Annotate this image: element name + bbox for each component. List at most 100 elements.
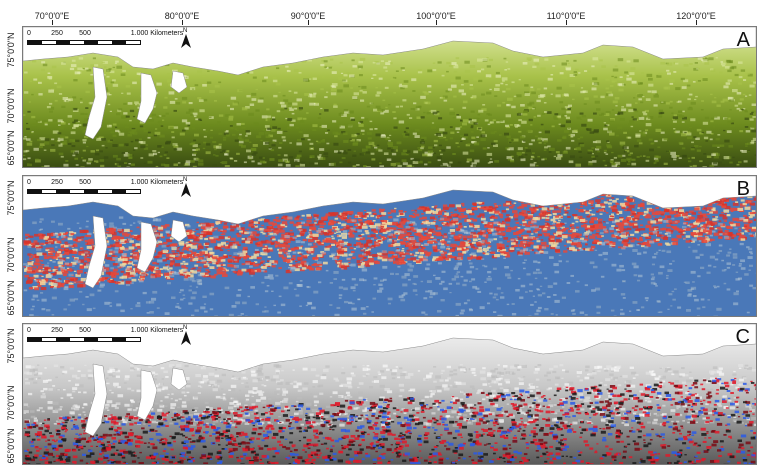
map-pixel — [661, 102, 663, 103]
map-pixel — [741, 109, 744, 110]
map-pixel — [435, 205, 438, 207]
map-pixel — [353, 65, 357, 67]
map-pixel — [751, 130, 756, 133]
map-pixel — [504, 133, 509, 136]
map-pixel — [706, 232, 709, 234]
map-pixel — [309, 103, 314, 106]
map-pixel — [496, 75, 501, 78]
map-pixel — [428, 150, 433, 153]
map-pixel — [456, 142, 459, 144]
map-pixel — [29, 258, 33, 260]
map-pixel — [194, 238, 200, 241]
map-pixel — [171, 131, 174, 133]
map-pixel — [204, 272, 208, 274]
map-pixel — [654, 155, 658, 157]
map-pixel — [612, 209, 618, 212]
map-panel-a: 0 250 500 1.000 Kilometers N A — [22, 26, 757, 168]
map-pixel — [630, 215, 633, 217]
map-pixel — [77, 68, 82, 71]
map-pixel — [506, 104, 510, 106]
map-pixel — [552, 210, 557, 213]
map-pixel — [646, 160, 650, 162]
map-pixel — [610, 230, 614, 232]
map-pixel — [94, 64, 98, 66]
map-pixel — [73, 125, 78, 128]
map-pixel — [724, 220, 727, 222]
map-pixel — [297, 155, 302, 158]
map-pixel — [340, 62, 343, 64]
map-pixel — [524, 252, 530, 255]
map-pixel — [198, 246, 204, 249]
map-pixel — [106, 69, 111, 72]
map-pixel — [341, 247, 344, 249]
map-pixel — [250, 242, 252, 243]
map-pixel — [280, 109, 284, 111]
map-pixel — [214, 100, 217, 102]
map-pixel — [347, 72, 351, 74]
map-pixel — [27, 143, 33, 146]
map-pixel — [291, 259, 294, 261]
map-pixel — [158, 252, 163, 255]
map-pixel — [673, 239, 678, 242]
map-pixel — [648, 84, 653, 87]
map-pixel — [322, 76, 325, 78]
map-pixel — [38, 233, 42, 235]
map-pixel — [65, 160, 68, 162]
map-pixel — [525, 124, 529, 126]
map-pixel — [391, 149, 396, 152]
map-pixel — [31, 116, 35, 118]
map-pixel — [152, 150, 156, 152]
map-pixel — [711, 118, 714, 119]
map-pixel — [541, 124, 544, 126]
map-pixel — [432, 207, 434, 208]
map-pixel — [570, 155, 575, 158]
map-pixel — [80, 264, 83, 266]
map-pixel — [407, 114, 410, 116]
map-pixel — [109, 125, 112, 127]
map-pixel — [148, 134, 153, 137]
map-pixel — [411, 210, 414, 211]
map-pixel — [354, 92, 359, 95]
map-pixel — [106, 228, 111, 231]
map-pixel — [252, 148, 257, 151]
map-pixel — [743, 94, 746, 96]
map-pixel — [381, 226, 384, 228]
map-pixel — [197, 254, 200, 256]
map-pixel — [550, 225, 553, 227]
map-pixel — [325, 132, 328, 134]
map-pixel — [594, 239, 598, 241]
map-pixel — [658, 73, 663, 76]
map-pixel — [133, 149, 136, 150]
map-pixel — [699, 146, 702, 147]
map-pixel — [215, 155, 218, 157]
map-pixel — [407, 165, 412, 167]
map-pixel — [628, 137, 632, 139]
map-pixel — [434, 140, 438, 142]
map-pixel — [755, 154, 756, 156]
map-pixel — [517, 113, 521, 116]
map-pixel — [101, 280, 104, 281]
map-pixel — [628, 200, 631, 202]
map-pixel — [388, 251, 393, 254]
map-pixel — [124, 162, 127, 164]
map-pixel — [107, 257, 112, 260]
map-pixel — [627, 163, 630, 165]
map-pixel — [361, 130, 365, 132]
map-pixel — [491, 143, 495, 145]
map-pixel — [687, 85, 691, 87]
map-pixel — [269, 249, 273, 251]
map-pixel — [703, 75, 708, 78]
map-pixel — [280, 134, 282, 135]
map-pixel — [324, 109, 329, 112]
map-pixel — [366, 145, 370, 148]
map-pixel — [534, 116, 536, 117]
map-pixel — [686, 240, 690, 242]
map-pixel — [473, 239, 478, 242]
map-pixel — [236, 234, 239, 236]
map-pixel — [456, 114, 459, 116]
map-pixel — [743, 79, 746, 81]
map-pixel — [645, 129, 648, 131]
map-pixel — [620, 118, 625, 121]
map-pixel — [502, 102, 505, 104]
map-pixel — [265, 245, 267, 246]
